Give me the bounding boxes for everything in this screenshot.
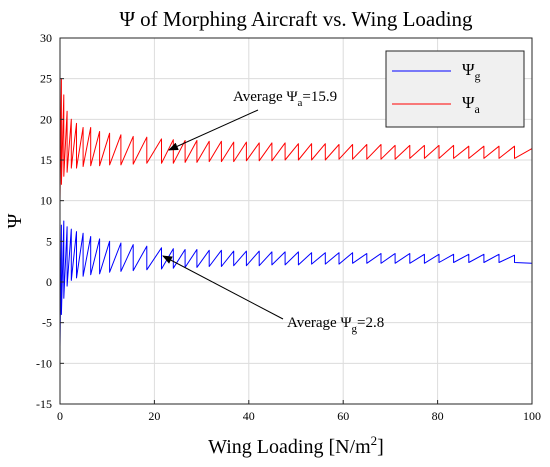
legend-label-psi-a-sub: a bbox=[475, 102, 481, 116]
x-axis-label-sup: 2 bbox=[371, 433, 378, 448]
annotation-average-psi-g: Average Ψg=2.8 bbox=[287, 315, 384, 335]
annotation-psi-g-text: Average Ψ bbox=[287, 315, 352, 331]
annotation-psi-a-sub: a bbox=[298, 97, 303, 109]
annotation-arrow-psi-a bbox=[168, 109, 259, 151]
y-tick-label-0: -15 bbox=[36, 397, 52, 411]
y-axis-label: Ψ bbox=[4, 213, 26, 228]
tick-marks bbox=[59, 37, 533, 405]
x-axis-label-end: ] bbox=[377, 436, 384, 458]
chart-title: Ψ of Morphing Aircraft vs. Wing Loading bbox=[119, 7, 473, 31]
y-tick-label-4: 5 bbox=[46, 234, 52, 248]
x-axis-label-main: Wing Loading [N/m bbox=[208, 436, 371, 458]
x-tick-labels: 0 20 40 60 80 100 bbox=[57, 409, 541, 423]
annotation-average-psi-a: Average Ψa=15.9 bbox=[233, 89, 337, 109]
annotation-psi-g-value: =2.8 bbox=[357, 315, 384, 331]
y-tick-label-8: 25 bbox=[40, 72, 52, 86]
annotation-psi-a-value: =15.9 bbox=[302, 89, 337, 105]
legend: Ψg Ψa bbox=[385, 50, 525, 128]
y-tick-label-1: -10 bbox=[36, 356, 52, 370]
y-tick-label-6: 15 bbox=[40, 153, 52, 167]
y-tick-label-9: 30 bbox=[40, 31, 52, 45]
x-tick-label-0: 0 bbox=[57, 409, 63, 423]
annotation-arrow-psi-g bbox=[162, 255, 284, 320]
series-lines bbox=[60, 78, 532, 348]
annotation-psi-g-sub: g bbox=[352, 323, 358, 335]
legend-label-psi-g-sub: g bbox=[475, 69, 481, 83]
legend-label-psi-a: Ψa bbox=[462, 93, 481, 116]
series-line-psi-g bbox=[60, 220, 532, 348]
series-line-psi-a bbox=[60, 78, 532, 201]
x-tick-label-2: 40 bbox=[243, 409, 255, 423]
x-tick-label-1: 20 bbox=[148, 409, 160, 423]
y-tick-labels: -15 -10 -5 0 5 10 15 20 25 30 bbox=[36, 31, 52, 411]
legend-label-psi-g-main: Ψ bbox=[462, 60, 475, 79]
legend-label-psi-g: Ψg bbox=[462, 60, 481, 83]
plot-frame bbox=[59, 37, 533, 405]
legend-label-psi-a-main: Ψ bbox=[462, 93, 475, 112]
y-tick-label-5: 10 bbox=[40, 194, 52, 208]
y-tick-label-7: 20 bbox=[40, 112, 52, 126]
y-tick-label-3: 0 bbox=[46, 275, 52, 289]
x-tick-label-3: 60 bbox=[337, 409, 349, 423]
y-tick-label-2: -5 bbox=[42, 316, 52, 330]
x-axis-label: Wing Loading [N/m2] bbox=[208, 433, 384, 458]
legend-box bbox=[385, 50, 525, 128]
annotations: Average Ψa=15.9 Average Ψg=2.8 bbox=[162, 89, 384, 335]
x-tick-label-5: 100 bbox=[523, 409, 541, 423]
annotation-psi-a-text: Average Ψ bbox=[233, 89, 298, 105]
x-tick-label-4: 80 bbox=[432, 409, 444, 423]
